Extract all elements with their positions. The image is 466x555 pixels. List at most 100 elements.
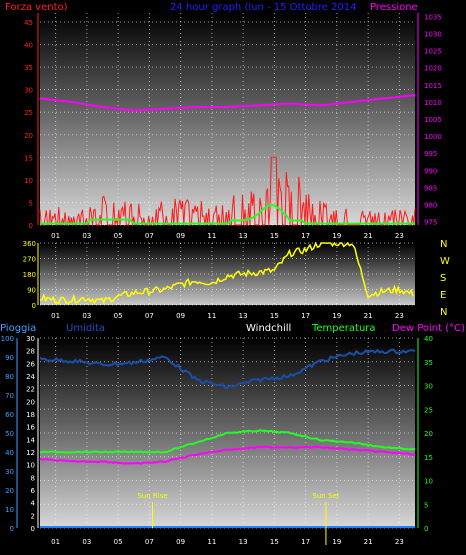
pressure-y-tick: 980: [424, 201, 437, 209]
x-tick-label: 11: [207, 538, 216, 546]
pressure-y-tick: 1015: [424, 82, 442, 90]
dew-point-line: [39, 445, 416, 465]
temp-y-tick: 30: [424, 383, 433, 391]
series-label: Dew Point (°C): [392, 323, 465, 334]
x-tick-label: 13: [239, 312, 248, 320]
windchill-y-tick: 20: [26, 398, 35, 406]
x-tick-label: 23: [395, 312, 404, 320]
windchill-y-tick: 26: [26, 360, 35, 368]
x-tick-label: 13: [239, 232, 248, 240]
x-tick-label: 21: [364, 232, 373, 240]
x-tick-label: 21: [364, 312, 373, 320]
x-tick-label: 01: [51, 312, 60, 320]
x-tick-label: 15: [270, 232, 279, 240]
windchill-y-tick: 4: [31, 500, 36, 508]
x-tick-label: 15: [270, 312, 279, 320]
windchill-y-tick: 16: [26, 424, 35, 432]
windchill-y-tick: 2: [31, 512, 35, 520]
pressure-y-tick: 975: [424, 219, 437, 227]
x-tick-label: 11: [207, 312, 216, 320]
x-tick-label: 01: [51, 538, 60, 546]
x-tick-label: 05: [114, 312, 123, 320]
x-tick-label: 17: [301, 538, 310, 546]
rain-y-tick: 80: [5, 373, 14, 381]
temp-y-tick: 40: [424, 335, 433, 343]
pressure-y-tick: 1000: [424, 133, 442, 141]
compass-letter: E: [440, 290, 446, 301]
rain-y-tick: 70: [5, 392, 14, 400]
temp-y-tick: 0: [424, 525, 428, 533]
rain-y-tick: 40: [5, 449, 14, 457]
compass-letter: N: [440, 239, 447, 250]
rain-y-tick: 20: [5, 487, 14, 495]
rain-y-tick: 50: [5, 430, 14, 438]
direction-y-tick: 180: [23, 271, 36, 279]
x-tick-label: 07: [145, 232, 154, 240]
panel1-plot: [40, 13, 415, 225]
pressure-y-tick: 1025: [424, 48, 442, 56]
wind-y-tick: 20: [24, 132, 33, 140]
x-tick-label: 09: [176, 538, 185, 546]
windchill-y-tick: 12: [26, 449, 35, 457]
x-tick-label: 09: [176, 232, 185, 240]
pressure-y-tick: 985: [424, 184, 437, 192]
wind-y-tick: 45: [24, 19, 33, 27]
windchill-y-tick: 22: [26, 386, 35, 394]
x-tick-label: 23: [395, 232, 404, 240]
wind-y-tick: 10: [24, 177, 33, 185]
pressure-y-tick: 1010: [424, 99, 442, 107]
windchill-y-tick: 10: [26, 462, 35, 470]
pressure-y-tick: 995: [424, 150, 437, 158]
sun-set-label: Sun Set: [312, 492, 339, 500]
windchill-y-tick: 14: [26, 436, 35, 444]
chart-title: 24 hour graph (lun - 15 Ottobre 2014: [170, 2, 357, 13]
x-tick-label: 17: [301, 232, 310, 240]
series-label: Pioggia: [0, 323, 36, 334]
compass-letter: N: [440, 307, 447, 318]
x-tick-label: 07: [145, 312, 154, 320]
windchill-y-tick: 0: [31, 525, 35, 533]
x-tick-label: 03: [82, 232, 91, 240]
wind-speed-label: Forza vento): [5, 2, 68, 13]
rain-y-tick: 100: [1, 335, 14, 343]
windchill-y-tick: 28: [26, 348, 35, 356]
pressure-y-tick: 1005: [424, 116, 442, 124]
pressure-line: [39, 94, 416, 112]
compass-letter: S: [440, 273, 446, 284]
pressure-y-tick: 1020: [424, 65, 442, 73]
temp-y-tick: 5: [424, 501, 428, 509]
temp-y-tick: 35: [424, 359, 433, 367]
temp-y-tick: 15: [424, 454, 433, 462]
pressure-y-tick: 1030: [424, 31, 442, 39]
x-tick-label: 19: [332, 232, 341, 240]
direction-y-tick: 90: [27, 287, 36, 295]
pressure-y-tick: 990: [424, 167, 437, 175]
series-label: Windchill: [246, 323, 291, 334]
windchill-y-tick: 18: [26, 411, 35, 419]
x-tick-label: 19: [332, 312, 341, 320]
windchill-y-tick: 24: [26, 373, 35, 381]
x-tick-label: 19: [332, 538, 341, 546]
wind-y-tick: 25: [24, 109, 33, 117]
wind-y-tick: 35: [24, 64, 33, 72]
pressure-label: Pressione: [370, 2, 418, 13]
x-tick-label: 05: [114, 538, 123, 546]
wind-speed-line: [39, 156, 416, 226]
x-tick-label: 01: [51, 232, 60, 240]
wind-gust-line: [40, 203, 415, 225]
wind-y-tick: 30: [24, 87, 33, 95]
wind-y-tick: 0: [29, 222, 33, 230]
x-tick-label: 11: [207, 232, 216, 240]
direction-y-tick: 0: [32, 302, 36, 310]
rain-y-tick: 60: [5, 411, 14, 419]
x-tick-label: 03: [82, 538, 91, 546]
x-tick-label: 07: [145, 538, 154, 546]
temperature-line: [39, 429, 416, 454]
x-tick-label: 05: [114, 232, 123, 240]
direction-y-tick: 270: [23, 256, 36, 264]
rain-y-tick: 90: [5, 354, 14, 362]
rain-y-tick: 0: [10, 525, 14, 533]
windchill-y-tick: 6: [31, 487, 36, 495]
wind-direction-line: [39, 241, 414, 305]
